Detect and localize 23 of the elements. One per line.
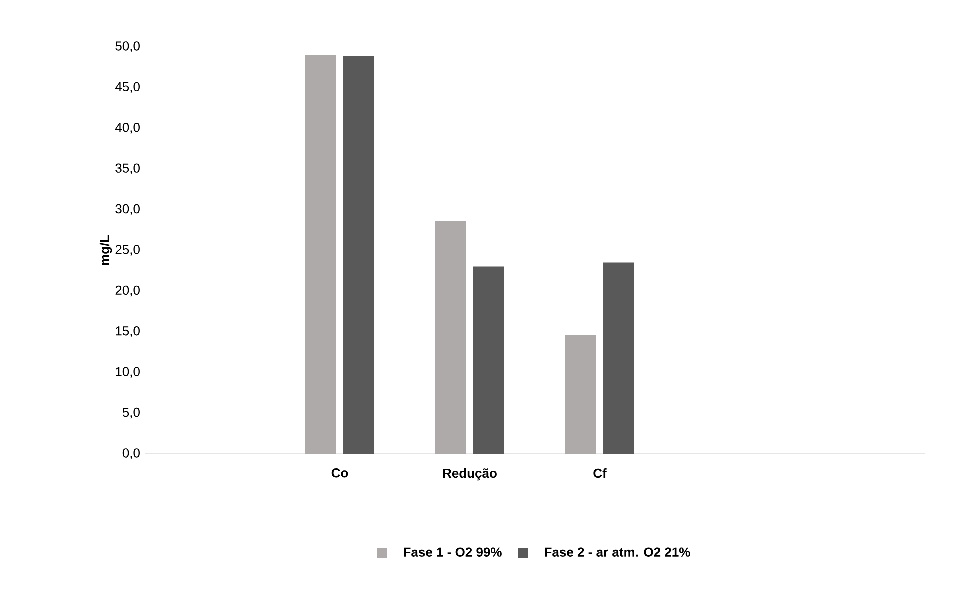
y-tick-label: 0,0	[122, 448, 140, 460]
y-axis-title: mg/L	[100, 235, 112, 266]
y-tick-label: 5,0	[122, 408, 140, 419]
y-tick-label: 50,0	[116, 42, 140, 52]
legend-label: Fase 1 - O2 99%	[404, 548, 502, 557]
y-tick-label: 15,0	[116, 326, 140, 338]
bar	[436, 221, 467, 454]
bar	[344, 56, 375, 454]
y-tick-label: 25,0	[116, 245, 140, 256]
bar	[566, 335, 596, 454]
y-tick-label: 30,0	[116, 204, 140, 216]
bar	[306, 55, 337, 454]
bar	[474, 266, 505, 454]
x-tick-label: Co	[332, 468, 348, 478]
y-tick-label: 45,0	[115, 82, 140, 94]
bar	[604, 262, 635, 454]
x-tick-label: Redução	[443, 468, 497, 481]
y-tick-label: 20,0	[116, 286, 140, 297]
y-tick-label: 35,0	[116, 164, 140, 174]
y-tick-label: 10,0	[116, 367, 140, 378]
y-tick-label: 40,0	[115, 123, 140, 134]
legend-label: Fase 2 - ar atm. O2 21%	[545, 548, 690, 557]
x-tick-label: Cf	[594, 468, 607, 478]
